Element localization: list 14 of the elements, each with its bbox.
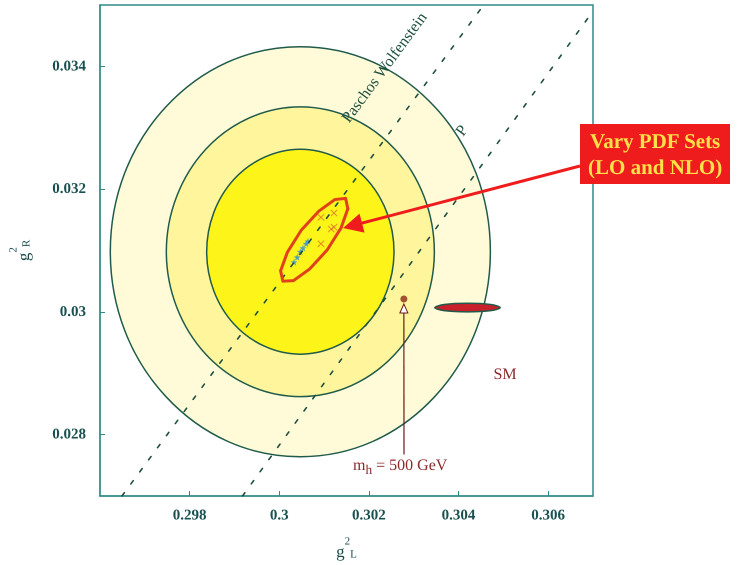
y-tick-label: 0.032	[52, 181, 86, 198]
annotation: Vary PDF Sets (LO and NLO)	[580, 124, 730, 184]
y-tick-label: 0.034	[52, 58, 86, 74]
text: P	[452, 122, 472, 140]
x-tick-label: 0.298	[172, 508, 207, 524]
x-tick-label: 0.3	[270, 508, 289, 524]
x-tick-label: 0.302	[352, 508, 386, 524]
x-tick-label: 0.306	[531, 508, 566, 524]
annotation: m$_{h}$ = 500 GeV	[353, 456, 448, 478]
y-tick-label: 0.03	[60, 304, 86, 320]
y-tick-label: 0.028	[52, 426, 86, 443]
x-tick-label: 0.304	[442, 508, 476, 524]
y-axis-title: g2R	[8, 239, 33, 262]
annotation: SM	[494, 366, 517, 384]
